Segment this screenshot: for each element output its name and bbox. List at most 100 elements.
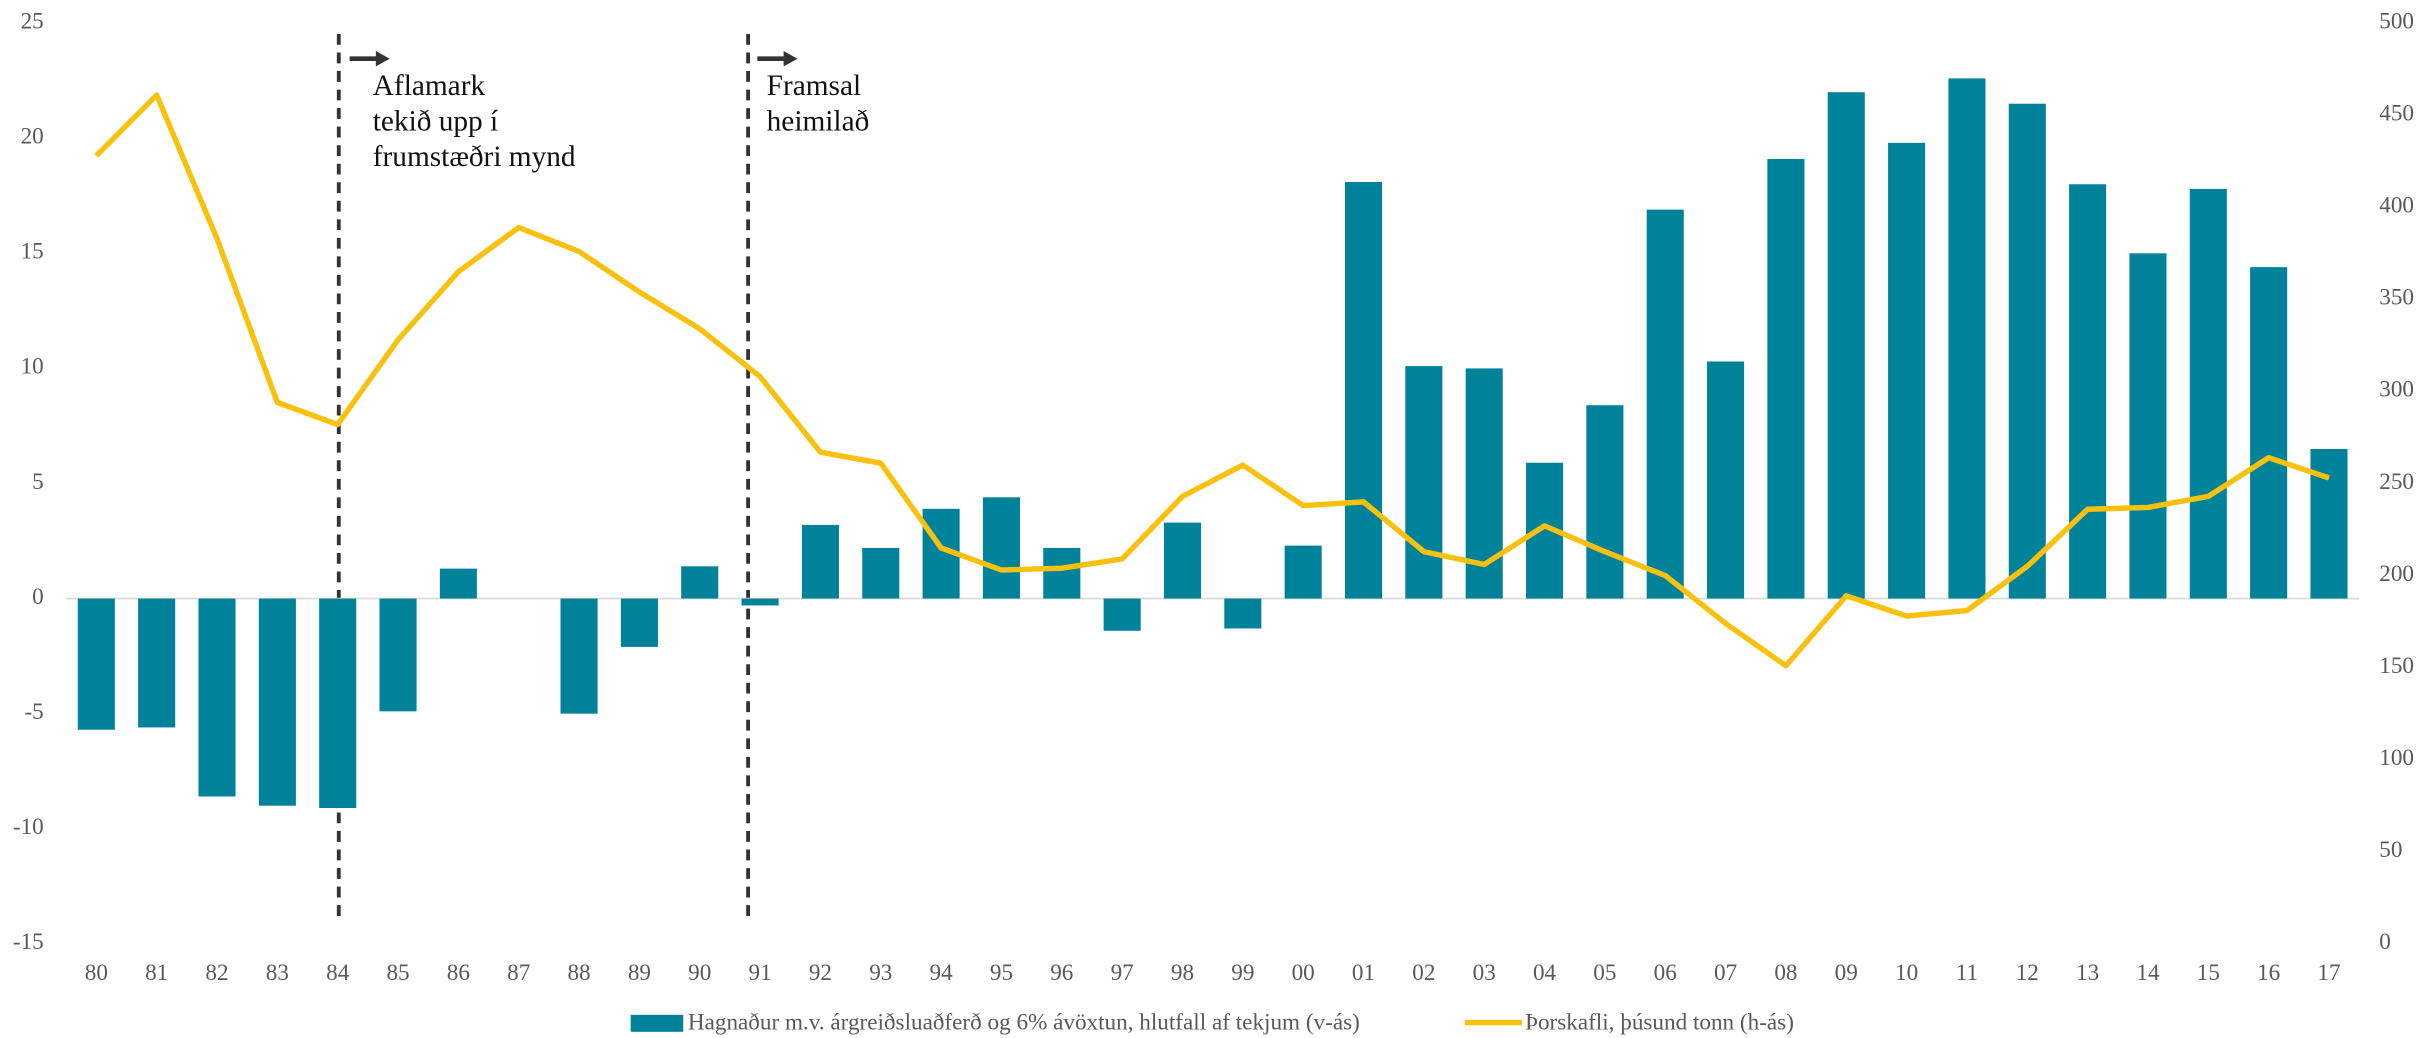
x-tick-label: 08: [1774, 960, 1797, 986]
x-tick-label: 16: [2257, 960, 2280, 986]
bar: [1103, 598, 1141, 631]
y-tick-label: -15: [13, 929, 44, 955]
bar: [439, 568, 477, 599]
x-tick-label: 90: [688, 960, 711, 986]
y-tick-label: 25: [21, 8, 44, 34]
bar: [1284, 545, 1322, 599]
y-tick-label: -10: [13, 814, 44, 840]
bar: [862, 547, 900, 599]
bar: [560, 598, 598, 714]
x-tick-label: 87: [507, 960, 530, 986]
x-tick-label: 83: [266, 960, 289, 986]
y2-tick-label: 300: [2379, 377, 2414, 403]
x-tick-label: 05: [1593, 960, 1616, 986]
bar: [741, 598, 779, 606]
y2-tick-label: 400: [2379, 193, 2414, 219]
x-tick-label: 12: [2016, 960, 2039, 986]
x-tick-label: 04: [1533, 960, 1557, 986]
arrow-head: [375, 50, 390, 67]
x-tick-label: 02: [1412, 960, 1435, 986]
y-tick-label: 15: [21, 239, 44, 265]
x-tick-label: 17: [2317, 960, 2340, 986]
bar: [1948, 78, 1986, 599]
legend-swatch: [630, 1014, 684, 1032]
y2-tick-label: 0: [2379, 929, 2391, 955]
x-tick-label: 11: [1956, 960, 1978, 986]
bar: [77, 598, 115, 730]
bar: [2008, 103, 2046, 599]
x-tick-label: 15: [2197, 960, 2220, 986]
bar: [1646, 209, 1684, 599]
x-tick-label: 82: [205, 960, 228, 986]
x-tick-label: 96: [1050, 960, 1073, 986]
bar: [2189, 188, 2227, 599]
y2-tick-label: 450: [2379, 101, 2414, 127]
x-tick-label: 93: [869, 960, 892, 986]
x-tick-label: 03: [1473, 960, 1496, 986]
y2-tick-label: 200: [2379, 561, 2414, 587]
bar: [319, 598, 357, 808]
bar: [681, 566, 719, 599]
x-tick-label: 92: [809, 960, 832, 986]
x-tick-label: 98: [1171, 960, 1194, 986]
y-tick-label: 20: [21, 124, 44, 150]
x-tick-label: 95: [990, 960, 1013, 986]
y2-tick-label: 350: [2379, 285, 2414, 311]
bar: [801, 524, 839, 599]
line: [94, 92, 2330, 669]
x-tick-label: 97: [1111, 960, 1134, 986]
x-tick-label: 94: [930, 960, 954, 986]
legend-label: Hagnaður m.v. árgreiðsluaðferð og 6% ávö…: [688, 1009, 1360, 1035]
annotation: frumstæðri mynd: [373, 141, 576, 173]
x-tick-label: 84: [326, 960, 350, 986]
annotation: Framsal: [767, 70, 862, 102]
bar: [982, 497, 1020, 599]
x-tick-label: 14: [2136, 960, 2160, 986]
y2-tick-label: 150: [2379, 653, 2414, 679]
x-tick-label: 00: [1292, 960, 1315, 986]
bar: [1344, 181, 1383, 599]
bar: [198, 598, 236, 797]
x-tick-label: 13: [2076, 960, 2099, 986]
bar: [2069, 184, 2107, 599]
x-tick-label: 10: [1895, 960, 1918, 986]
bar: [620, 598, 658, 647]
x-tick-label: 09: [1835, 960, 1858, 986]
arrow-head: [783, 50, 798, 67]
bar: [379, 598, 417, 712]
x-tick-label: 07: [1714, 960, 1737, 986]
bar: [258, 598, 296, 806]
y-tick-label: -5: [24, 699, 43, 725]
bar: [1586, 405, 1624, 599]
y2-tick-label: 100: [2379, 745, 2414, 771]
x-tick-label: 01: [1352, 960, 1375, 986]
x-tick-label: 86: [447, 960, 470, 986]
bar: [1043, 547, 1081, 599]
x-tick-label: 06: [1654, 960, 1677, 986]
x-tick-label: 91: [749, 960, 772, 986]
bar: [1827, 92, 1865, 599]
y-tick-label: 5: [32, 469, 44, 495]
bar: [1224, 598, 1262, 629]
x-tick-label: 81: [145, 960, 168, 986]
bar: [1767, 158, 1805, 599]
bar: [2250, 267, 2288, 599]
y2-tick-label: 250: [2379, 469, 2414, 495]
x-tick-label: 85: [386, 960, 409, 986]
bar: [1707, 361, 1745, 599]
bar: [2129, 253, 2167, 599]
y2-tick-label: 50: [2379, 837, 2402, 863]
bar: [1405, 366, 1443, 599]
x-tick-label: 99: [1231, 960, 1254, 986]
x-tick-label: 89: [628, 960, 651, 986]
annotation: Aflamark: [373, 70, 486, 102]
bar: [1888, 142, 1926, 599]
y-tick-label: 10: [21, 354, 44, 380]
legend-label: Þorskafli, þúsund tonn (h-ás): [1525, 1009, 1794, 1035]
annotation: tekið upp í: [373, 105, 498, 137]
x-tick-label: 88: [567, 960, 590, 986]
y2-tick-label: 500: [2379, 8, 2414, 34]
annotation-lines: [336, 33, 798, 923]
